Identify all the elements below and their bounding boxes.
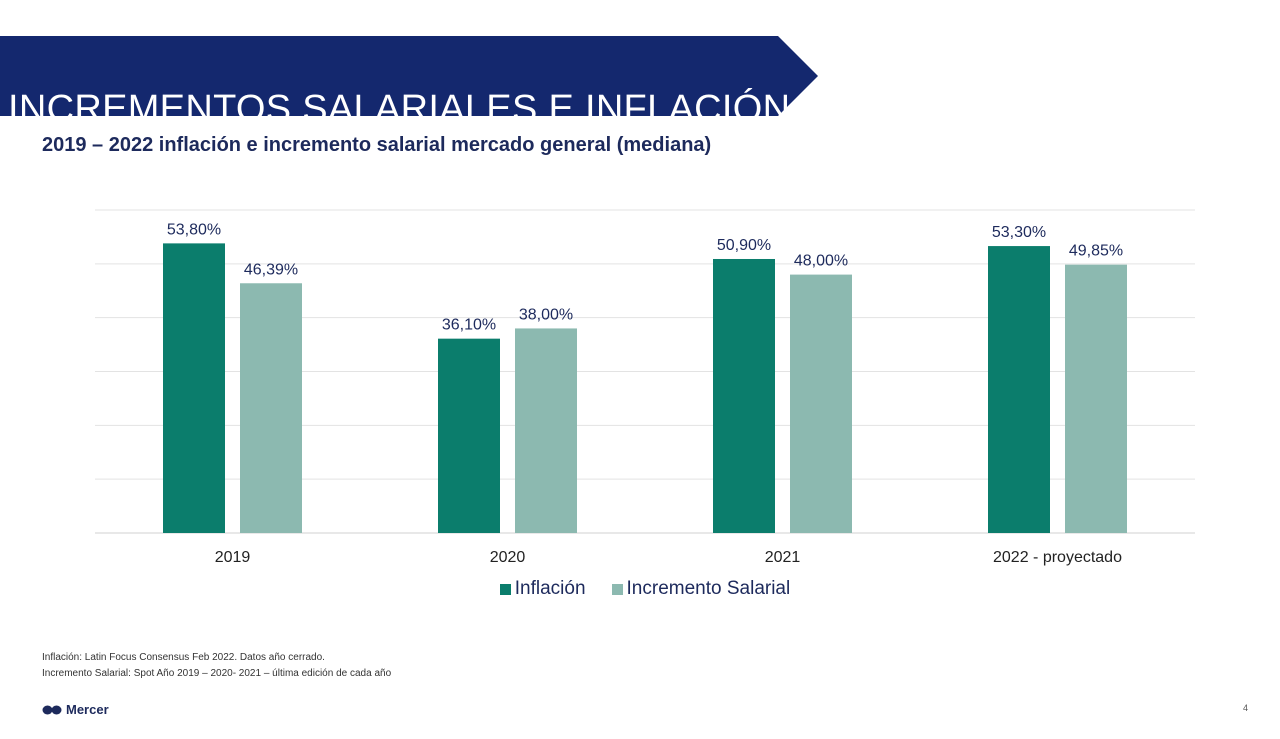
x-tick-label: 2021 [765,549,801,566]
title-banner: INCREMENTOS SALARIALES E INFLACIÓN [0,36,818,130]
footnote-inflacion: Inflación: Latin Focus Consensus Feb 202… [42,652,325,663]
data-label: 53,30% [992,224,1046,241]
bar-inflacion [163,243,225,534]
bar-inflacion [438,338,500,533]
data-label: 38,00% [519,306,573,323]
legend-swatch [499,583,511,595]
slide-title: INCREMENTOS SALARIALES E INFLACIÓN [8,88,791,130]
x-tick-label: 2022 - proyectado [993,549,1122,566]
data-label: 49,85% [1069,243,1123,260]
chart-subtitle: 2019 – 2022 inflación e incremento salar… [42,134,712,156]
banner-arrow-shape [0,36,818,116]
bar-incremento [240,283,302,533]
data-label: 50,90% [717,237,771,254]
data-label: 46,39% [244,261,298,278]
legend: Inflación Incremento Salarial [0,578,1280,600]
page-number: 4 [1243,703,1249,713]
logo-text: Mercer [66,702,109,717]
x-tick-label: 2020 [490,549,526,566]
bar-chart: 53,80% 46,39% 2019 36,10% 38,00% 2020 50,90% 48… [95,209,1195,566]
bar-inflacion [713,258,775,533]
legend-item-inflacion: Inflación [499,578,586,600]
footnote-incremento: Incremento Salarial: Spot Año 2019 – 202… [42,668,392,679]
legend-label: Incremento Salarial [626,578,791,599]
mercer-logo: Mercer [42,702,109,717]
bar-incremento [1065,264,1127,533]
x-tick-label: 2019 [215,549,251,566]
data-label: 48,00% [794,253,848,270]
data-label: 36,10% [442,317,496,334]
legend-swatch [611,583,623,595]
mercer-logo-icon [42,705,62,714]
legend-item-incremento: Incremento Salarial [611,578,791,600]
bar-incremento [515,328,577,533]
bar-inflacion [988,246,1050,533]
bar-incremento [790,274,852,533]
legend-label: Inflación [514,578,586,599]
data-label: 53,80% [167,221,221,238]
